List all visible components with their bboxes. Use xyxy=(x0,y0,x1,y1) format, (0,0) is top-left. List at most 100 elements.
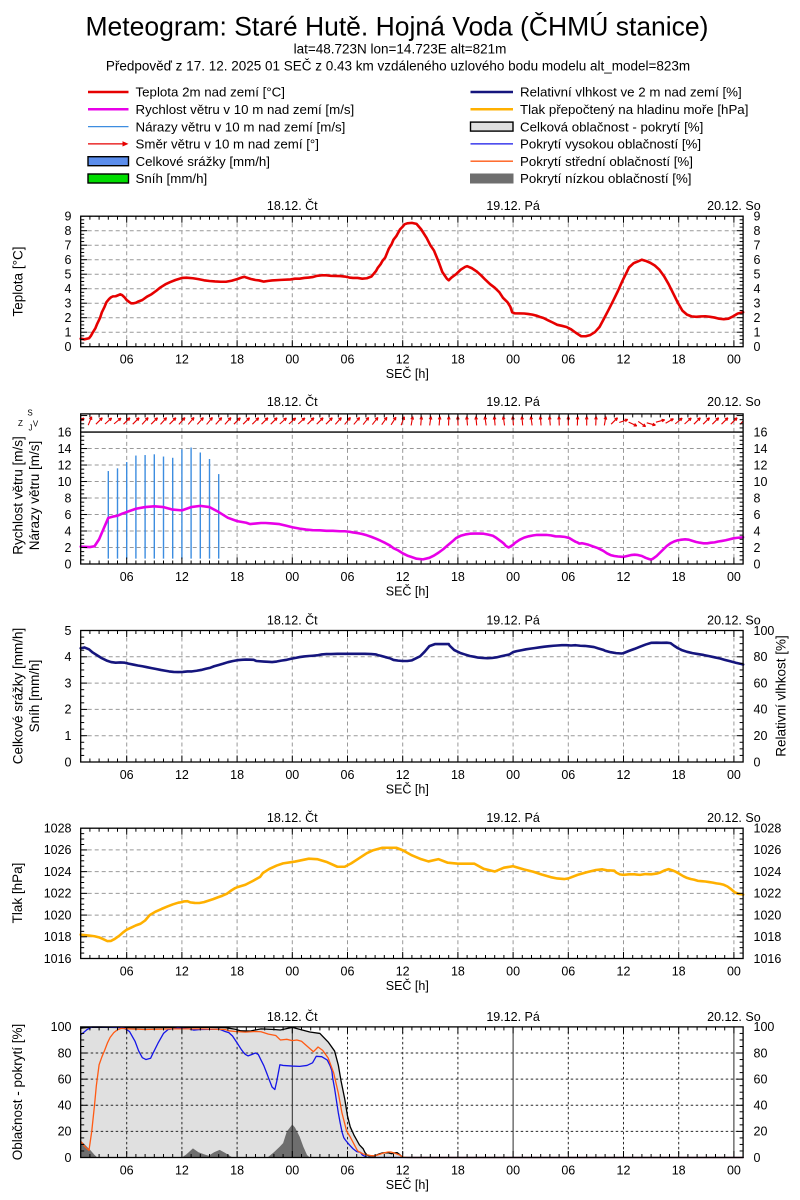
svg-text:0: 0 xyxy=(754,1151,761,1165)
svg-text:4: 4 xyxy=(65,524,72,538)
svg-text:19.12. Pá: 19.12. Pá xyxy=(486,811,540,825)
svg-text:Rychlost větru [m/s]: Rychlost větru [m/s] xyxy=(11,436,26,555)
svg-text:5: 5 xyxy=(754,268,761,282)
svg-text:20: 20 xyxy=(58,1125,72,1139)
svg-text:12: 12 xyxy=(396,570,410,584)
svg-text:6: 6 xyxy=(754,508,761,522)
svg-text:18: 18 xyxy=(451,1164,465,1178)
svg-text:1026: 1026 xyxy=(44,843,72,857)
svg-text:18.12. Čt: 18.12. Čt xyxy=(267,198,318,213)
svg-text:06: 06 xyxy=(120,1164,134,1178)
svg-text:0: 0 xyxy=(754,340,761,354)
svg-text:18: 18 xyxy=(230,570,244,584)
svg-text:06: 06 xyxy=(341,1164,355,1178)
svg-text:100: 100 xyxy=(754,624,775,638)
svg-text:80: 80 xyxy=(58,1046,72,1060)
svg-text:Oblačnost - pokrytí [%]: Oblačnost - pokrytí [%] xyxy=(10,1024,25,1161)
svg-text:2: 2 xyxy=(754,311,761,325)
svg-text:12: 12 xyxy=(175,1164,189,1178)
svg-text:12: 12 xyxy=(175,353,189,367)
svg-text:12: 12 xyxy=(175,965,189,979)
svg-text:12: 12 xyxy=(175,570,189,584)
svg-text:3: 3 xyxy=(65,297,72,311)
svg-text:3: 3 xyxy=(754,297,761,311)
svg-text:Celkové srážky [mm/h]: Celkové srážky [mm/h] xyxy=(136,154,270,169)
svg-text:18: 18 xyxy=(672,965,686,979)
svg-text:18: 18 xyxy=(451,570,465,584)
svg-text:4: 4 xyxy=(65,282,72,296)
svg-text:Relativní vlhkost [%]: Relativní vlhkost [%] xyxy=(774,635,789,757)
svg-text:Relativní vlhkost ve 2 m nad z: Relativní vlhkost ve 2 m nad zemí [%] xyxy=(520,85,742,100)
svg-text:19.12. Pá: 19.12. Pá xyxy=(486,1010,540,1024)
svg-text:2: 2 xyxy=(65,541,72,555)
svg-text:0: 0 xyxy=(65,340,72,354)
svg-text:12: 12 xyxy=(617,768,631,782)
svg-text:12: 12 xyxy=(617,570,631,584)
svg-text:18: 18 xyxy=(451,353,465,367)
svg-text:12: 12 xyxy=(396,353,410,367)
svg-text:60: 60 xyxy=(754,676,768,690)
svg-text:1020: 1020 xyxy=(754,908,782,922)
svg-text:1: 1 xyxy=(65,729,72,743)
svg-text:40: 40 xyxy=(754,1099,768,1113)
svg-text:00: 00 xyxy=(727,1164,741,1178)
svg-text:60: 60 xyxy=(754,1072,768,1086)
svg-text:1026: 1026 xyxy=(754,843,782,857)
svg-text:00: 00 xyxy=(727,353,741,367)
svg-text:Celková oblačnost - pokrytí [%: Celková oblačnost - pokrytí [%] xyxy=(520,119,703,134)
svg-text:20: 20 xyxy=(754,1125,768,1139)
svg-text:0: 0 xyxy=(65,1151,72,1165)
svg-text:3: 3 xyxy=(65,676,72,690)
svg-text:12: 12 xyxy=(58,458,72,472)
svg-text:Sníh [mm/h]: Sníh [mm/h] xyxy=(27,660,42,733)
svg-text:6: 6 xyxy=(754,253,761,267)
svg-text:1028: 1028 xyxy=(754,822,782,836)
svg-text:00: 00 xyxy=(727,570,741,584)
svg-text:18: 18 xyxy=(451,768,465,782)
svg-text:14: 14 xyxy=(58,442,72,456)
svg-text:10: 10 xyxy=(754,475,768,489)
svg-text:4: 4 xyxy=(754,524,761,538)
svg-text:Pokrytí nízkou oblačností [%]: Pokrytí nízkou oblačností [%] xyxy=(520,171,691,186)
svg-text:06: 06 xyxy=(120,353,134,367)
svg-text:06: 06 xyxy=(120,965,134,979)
svg-text:12: 12 xyxy=(617,1164,631,1178)
svg-text:4: 4 xyxy=(65,650,72,664)
svg-text:18: 18 xyxy=(451,965,465,979)
svg-text:00: 00 xyxy=(506,570,520,584)
svg-text:40: 40 xyxy=(58,1099,72,1113)
svg-text:00: 00 xyxy=(285,353,299,367)
svg-text:6: 6 xyxy=(65,508,72,522)
svg-text:18.12. Čt: 18.12. Čt xyxy=(267,613,318,628)
svg-text:00: 00 xyxy=(727,965,741,979)
svg-text:06: 06 xyxy=(561,570,575,584)
svg-text:00: 00 xyxy=(506,1164,520,1178)
svg-text:8: 8 xyxy=(65,491,72,505)
svg-text:Rychlost větru v 10 m nad zemí: Rychlost větru v 10 m nad zemí [m/s] xyxy=(136,102,355,117)
svg-text:1: 1 xyxy=(65,326,72,340)
svg-text:19.12. Pá: 19.12. Pá xyxy=(486,614,540,628)
svg-text:1024: 1024 xyxy=(754,865,782,879)
svg-text:1: 1 xyxy=(754,326,761,340)
svg-text:8: 8 xyxy=(754,224,761,238)
svg-text:Předpověď z 17. 12. 2025 01 SE: Předpověď z 17. 12. 2025 01 SEČ z 0.43 k… xyxy=(106,59,690,74)
svg-text:Nárazy větru v 10 m nad zemí [: Nárazy větru v 10 m nad zemí [m/s] xyxy=(136,119,346,134)
svg-text:Pokrytí vysokou oblačností [%]: Pokrytí vysokou oblačností [%] xyxy=(520,137,701,152)
svg-text:12: 12 xyxy=(754,458,768,472)
svg-text:4: 4 xyxy=(754,282,761,296)
svg-text:12: 12 xyxy=(175,768,189,782)
svg-text:80: 80 xyxy=(754,650,768,664)
svg-text:SEČ [h]: SEČ [h] xyxy=(386,1177,429,1192)
svg-text:18: 18 xyxy=(672,768,686,782)
svg-text:00: 00 xyxy=(285,570,299,584)
svg-text:06: 06 xyxy=(561,965,575,979)
svg-text:Tlak přepočtený na hladinu moř: Tlak přepočtený na hladinu moře [hPa] xyxy=(520,102,748,117)
svg-text:Meteogram: Staré Hutě. Hojná V: Meteogram: Staré Hutě. Hojná Voda (ČHMÚ … xyxy=(85,12,708,42)
svg-text:06: 06 xyxy=(120,570,134,584)
svg-text:18: 18 xyxy=(230,965,244,979)
svg-text:20.12. So: 20.12. So xyxy=(707,614,761,628)
svg-text:10: 10 xyxy=(58,475,72,489)
svg-text:40: 40 xyxy=(754,703,768,717)
svg-text:16: 16 xyxy=(58,425,72,439)
svg-text:00: 00 xyxy=(506,965,520,979)
